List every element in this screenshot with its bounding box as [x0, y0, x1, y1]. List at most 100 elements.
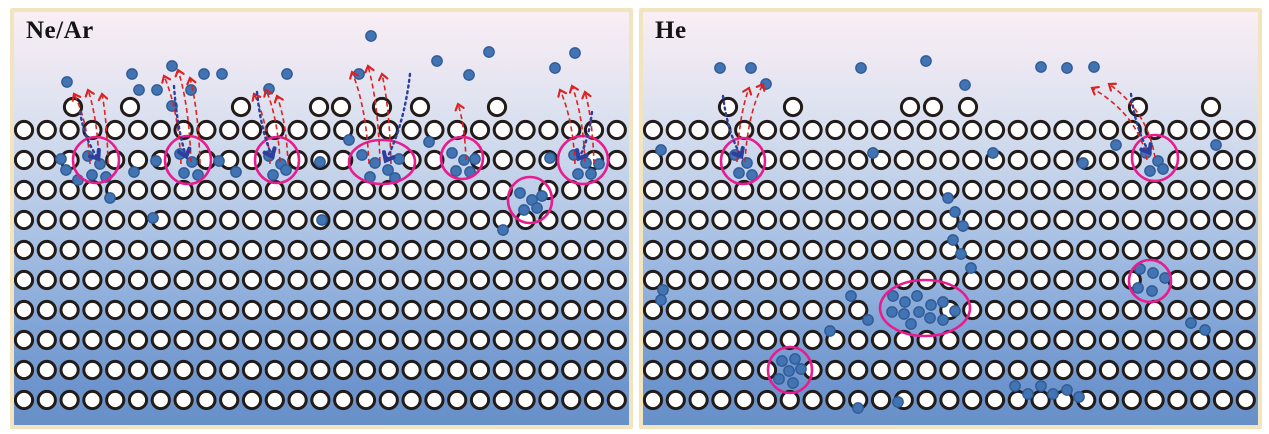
lattice-atom — [688, 269, 709, 291]
lattice-atom — [1235, 149, 1256, 171]
lattice-atom — [1190, 179, 1211, 201]
adatom — [717, 96, 739, 118]
lattice-atom — [105, 119, 126, 141]
lattice-atom — [401, 329, 422, 351]
lattice-atom — [561, 299, 582, 321]
lattice-atom — [127, 239, 149, 261]
gas-atom — [593, 158, 605, 170]
gas-atom — [569, 47, 581, 59]
lattice-atom — [469, 209, 491, 231]
gas-atom — [845, 290, 857, 302]
lattice-atom — [1098, 209, 1120, 231]
lattice-atom — [538, 359, 559, 381]
lattice-atom — [1098, 149, 1120, 171]
lattice-atom — [984, 299, 1006, 321]
bubble-outline — [163, 134, 213, 186]
lattice-atom — [802, 119, 823, 141]
lattice-atom — [870, 329, 892, 351]
lattice-atom — [561, 209, 582, 231]
red-dashed-arrow — [251, 92, 271, 165]
lattice-atom — [401, 359, 422, 381]
gas-atom — [1110, 139, 1122, 151]
lattice-atom — [1212, 209, 1234, 231]
lattice-atom — [606, 269, 627, 291]
lattice-atom — [59, 359, 80, 381]
lattice-atom — [870, 269, 892, 291]
lattice-atom — [59, 119, 80, 141]
lattice-atom — [378, 359, 399, 381]
lattice-atom — [606, 239, 627, 261]
lattice-atom — [127, 119, 149, 141]
lattice-atom — [665, 179, 686, 201]
lattice-atom — [688, 149, 709, 171]
lattice-atom — [219, 329, 240, 351]
gas-atom — [913, 306, 925, 318]
lattice-atom — [825, 299, 846, 321]
lattice-atom — [734, 269, 755, 291]
red-dashed-arrow — [364, 64, 381, 163]
lattice-atom — [196, 389, 217, 411]
lattice-atom — [1030, 209, 1051, 231]
red-dashed-arrow — [581, 90, 595, 165]
gas-atom — [213, 155, 225, 167]
lattice-atom — [1007, 329, 1028, 351]
red-dashed-arrow — [84, 88, 100, 163]
lattice-atom — [1007, 209, 1028, 231]
gas-atom — [1147, 267, 1159, 279]
lattice-atom — [1212, 359, 1234, 381]
adatom — [230, 96, 252, 118]
gas-atom — [382, 164, 394, 176]
gas-atom — [955, 248, 967, 260]
lattice-atom — [825, 149, 846, 171]
gas-atom — [746, 169, 758, 181]
lattice-atom — [241, 269, 263, 291]
lattice-atom — [82, 329, 103, 351]
lattice-atom — [196, 359, 217, 381]
red-dashed-arrow — [557, 88, 576, 165]
lattice-atom — [401, 269, 422, 291]
lattice-atom — [492, 239, 513, 261]
gas-atom — [1047, 388, 1059, 400]
lattice-atom — [59, 389, 80, 411]
gas-atom — [714, 62, 726, 74]
gas-atom — [886, 306, 898, 318]
gas-atom — [230, 166, 242, 178]
lattice-atom — [643, 179, 664, 201]
lattice-atom — [333, 359, 354, 381]
lattice-atom — [264, 239, 285, 261]
lattice-atom — [583, 209, 605, 231]
blue-dotted-arrow — [172, 84, 192, 160]
lattice-atom — [424, 209, 445, 231]
lattice-atom — [1053, 239, 1074, 261]
lattice-atom — [264, 299, 285, 321]
lattice-atom — [688, 359, 709, 381]
lattice-atom — [150, 119, 171, 141]
gas-atom — [965, 262, 977, 274]
gas-atom — [1061, 384, 1073, 396]
lattice-atom — [870, 239, 892, 261]
lattice-atom — [1212, 299, 1234, 321]
gas-atom — [267, 169, 279, 181]
lattice-atom — [916, 239, 937, 261]
lattice-atom — [1190, 359, 1211, 381]
lattice-atom — [538, 239, 559, 261]
lattice-atom — [287, 359, 308, 381]
lattice-atom — [241, 389, 263, 411]
gas-atom — [905, 318, 917, 330]
lattice-atom — [984, 119, 1006, 141]
panel-label-ne-ar: Ne/Ar — [26, 17, 94, 44]
lattice-atom — [825, 119, 846, 141]
lattice-atom — [515, 119, 536, 141]
adatom — [409, 96, 431, 118]
lattice-atom — [378, 179, 399, 201]
lattice-atom — [916, 209, 937, 231]
lattice-atom — [14, 269, 35, 291]
lattice-atom — [105, 329, 126, 351]
lattice-atom — [105, 359, 126, 381]
blue-dotted-arrow — [575, 110, 594, 162]
lattice-atom — [802, 179, 823, 201]
lattice-atom — [1053, 119, 1074, 141]
lattice-atom — [1190, 209, 1211, 231]
lattice-atom — [127, 359, 149, 381]
bubble-outlines — [719, 133, 1180, 395]
